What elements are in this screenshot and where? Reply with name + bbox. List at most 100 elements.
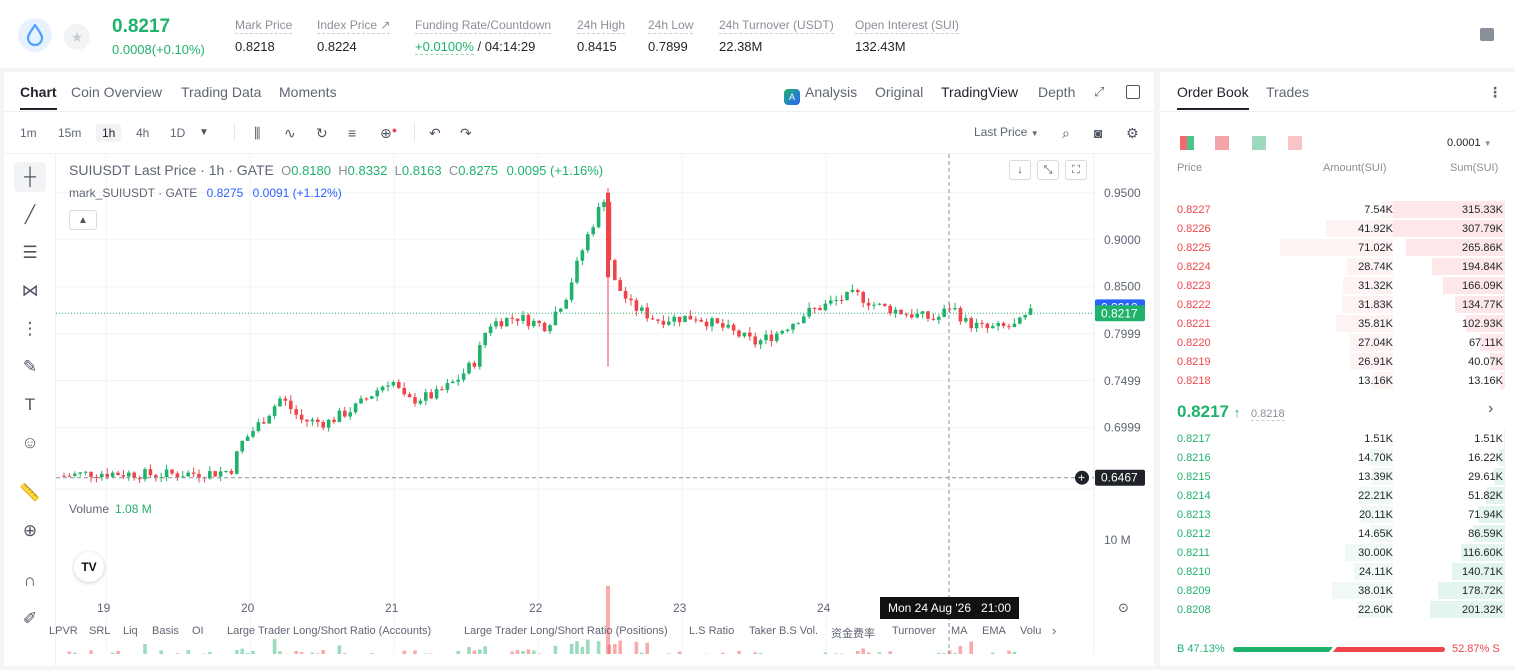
- bid-row[interactable]: 0.8210 24.11K 140.71K: [1160, 562, 1505, 581]
- view-original[interactable]: Original: [875, 84, 924, 100]
- timeframe-1h[interactable]: 1h: [96, 124, 122, 142]
- text-tool-icon[interactable]: T: [24, 395, 36, 414]
- bid-row[interactable]: 0.8212 14.65K 86.59K: [1160, 524, 1505, 543]
- indicators-icon[interactable]: ∿: [284, 125, 296, 141]
- crosshair-tool-icon[interactable]: ┼: [14, 162, 46, 192]
- bid-row[interactable]: 0.8216 14.70K 16.22K: [1160, 448, 1505, 467]
- ask-row[interactable]: 0.8222 31.83K 134.77K: [1160, 295, 1505, 314]
- reset-scale-icon[interactable]: ⊙: [1118, 600, 1129, 615]
- indicator-taker[interactable]: Taker B.S Vol.: [749, 625, 819, 637]
- timeframe-15m[interactable]: 15m: [58, 126, 82, 140]
- fullscreen-icon[interactable]: ⛶: [1065, 160, 1087, 180]
- scroll-down-icon[interactable]: ↓: [1009, 160, 1031, 180]
- indicator-lt-accounts[interactable]: Large Trader Long/Short Ratio (Accounts): [227, 625, 432, 637]
- indicator-lt-positions[interactable]: Large Trader Long/Short Ratio (Positions…: [464, 625, 668, 637]
- candle-type-icon[interactable]: ⫼: [254, 125, 261, 141]
- collapse-legend-button[interactable]: ▲: [69, 210, 97, 230]
- camera-icon[interactable]: ◙: [1094, 125, 1103, 141]
- undo-icon[interactable]: ↶: [429, 125, 441, 141]
- timeframe-1m[interactable]: 1m: [20, 126, 37, 140]
- tab-trading-data[interactable]: Trading Data: [181, 84, 262, 100]
- price-type-select[interactable]: Last Price ▼: [974, 125, 1039, 139]
- indicator-turnover[interactable]: Turnover: [892, 625, 936, 637]
- bid-row[interactable]: 0.8213 20.11K 71.94K: [1160, 505, 1505, 524]
- ask-row[interactable]: 0.8223 31.32K 166.09K: [1160, 276, 1505, 295]
- ruler-tool-icon[interactable]: 📏: [19, 483, 41, 502]
- indicator-liq[interactable]: Liq: [123, 625, 138, 637]
- indicator-funding[interactable]: 资金费率: [831, 628, 875, 640]
- tab-trades[interactable]: Trades: [1266, 84, 1310, 100]
- stat-label[interactable]: Funding Rate/Countdown: [415, 18, 552, 34]
- bid-row[interactable]: 0.8208 22.60K 201.32K: [1160, 600, 1505, 619]
- gear-icon[interactable]: ⚙: [1126, 125, 1139, 141]
- stat-label[interactable]: 24h Turnover (USDT): [719, 18, 834, 34]
- horizontal-lines-tool-icon[interactable]: ☰: [22, 243, 38, 262]
- add-alert-icon[interactable]: ⊕●: [380, 125, 398, 141]
- view-tradingview[interactable]: TradingView: [941, 84, 1019, 100]
- layout-asks-icon[interactable]: [1215, 136, 1229, 150]
- funding-rate-value[interactable]: +0.0100%: [415, 39, 474, 55]
- more-icon[interactable]: ⋮: [1488, 84, 1502, 100]
- favorite-star-icon[interactable]: ★: [64, 24, 90, 50]
- stat-label[interactable]: Open Interest (SUI): [855, 18, 960, 34]
- timeframe-4h[interactable]: 4h: [136, 126, 150, 140]
- bid-row[interactable]: 0.8214 22.21K 51.82K: [1160, 486, 1505, 505]
- search-icon[interactable]: ⌕: [1062, 125, 1070, 141]
- ask-row[interactable]: 0.8219 26.91K 40.07K: [1160, 352, 1505, 371]
- indicator-volume[interactable]: Volu: [1020, 625, 1042, 637]
- layout-both-icon[interactable]: [1180, 136, 1194, 150]
- window-icon[interactable]: [1126, 85, 1140, 99]
- stat-label[interactable]: 24h Low: [648, 18, 694, 34]
- ask-row[interactable]: 0.8224 28.74K 194.84K: [1160, 257, 1505, 276]
- tab-moments[interactable]: Moments: [279, 84, 337, 100]
- ask-row[interactable]: 0.8226 41.92K 307.79K: [1160, 219, 1505, 238]
- tab-order-book[interactable]: Order Book: [1177, 84, 1249, 110]
- indicator-ema[interactable]: EMA: [982, 625, 1006, 637]
- bid-row[interactable]: 0.8217 1.51K 1.51K: [1160, 429, 1505, 448]
- ask-row[interactable]: 0.8218 13.16K 13.16K: [1160, 371, 1505, 390]
- pencil-lock-icon[interactable]: ✐: [22, 609, 38, 628]
- collapse-icon[interactable]: ⤡: [1037, 160, 1059, 180]
- redo-icon[interactable]: ↷: [460, 125, 472, 141]
- timeframe-dropdown-icon[interactable]: ▼: [199, 127, 209, 138]
- replay-icon[interactable]: ↻: [316, 125, 328, 141]
- book-icon[interactable]: [1480, 28, 1494, 41]
- bid-row[interactable]: 0.8211 30.00K 116.60K: [1160, 543, 1505, 562]
- emoji-tool-icon[interactable]: ☺: [21, 433, 39, 452]
- indicator-ls-ratio[interactable]: L.S Ratio: [689, 625, 735, 637]
- price-chart[interactable]: 0.9500 0.9000 0.8500 0.7999 0.7499 0.6999 0.82…: [56, 154, 1154, 654]
- ask-row[interactable]: 0.8227 7.54K 315.33K: [1160, 200, 1505, 219]
- tab-coin-overview[interactable]: Coin Overview: [71, 84, 163, 100]
- layout-bids-icon[interactable]: [1252, 136, 1266, 150]
- ob-mark-price[interactable]: 0.8218: [1250, 408, 1285, 421]
- stat-label[interactable]: Index Price ↗: [317, 18, 391, 34]
- bid-row[interactable]: 0.8209 38.01K 178.72K: [1160, 581, 1505, 600]
- ask-row[interactable]: 0.8225 71.02K 265.86K: [1160, 238, 1505, 257]
- zoom-in-tool-icon[interactable]: ⊕: [22, 521, 38, 540]
- trendline-tool-icon[interactable]: ╱: [24, 205, 36, 224]
- view-depth[interactable]: Depth: [1038, 84, 1076, 100]
- view-analysis[interactable]: A Analysis: [784, 84, 857, 105]
- timeframe-1d[interactable]: 1D: [170, 126, 186, 140]
- template-icon[interactable]: ≡: [348, 125, 357, 141]
- chevron-right-icon[interactable]: ›: [1488, 400, 1494, 417]
- magnet-tool-icon[interactable]: ∩: [23, 571, 37, 590]
- tab-chart[interactable]: Chart: [20, 84, 57, 110]
- chevron-right-icon[interactable]: ›: [1052, 623, 1057, 638]
- indicator-lpvr[interactable]: LPVR: [49, 625, 78, 637]
- stat-label[interactable]: Mark Price: [235, 18, 293, 34]
- ask-row[interactable]: 0.8220 27.04K 67.11K: [1160, 333, 1505, 352]
- precision-select[interactable]: 0.0001 ▼: [1447, 137, 1492, 149]
- fib-tool-icon[interactable]: ⋮: [21, 319, 39, 338]
- expand-icon[interactable]: ⤢: [1094, 84, 1105, 99]
- indicator-srl[interactable]: SRL: [89, 625, 111, 637]
- brush-tool-icon[interactable]: ✎: [22, 357, 38, 376]
- layout-mixed-icon[interactable]: [1288, 136, 1302, 150]
- stat-label[interactable]: 24h High: [577, 18, 626, 34]
- ask-row[interactable]: 0.8221 35.81K 102.93K: [1160, 314, 1505, 333]
- bid-row[interactable]: 0.8215 13.39K 29.61K: [1160, 467, 1505, 486]
- indicator-oi[interactable]: OI: [192, 625, 204, 637]
- pattern-tool-icon[interactable]: ⋈: [21, 281, 39, 300]
- indicator-ma[interactable]: MA: [951, 625, 968, 637]
- tradingview-logo-icon[interactable]: TV: [74, 552, 104, 582]
